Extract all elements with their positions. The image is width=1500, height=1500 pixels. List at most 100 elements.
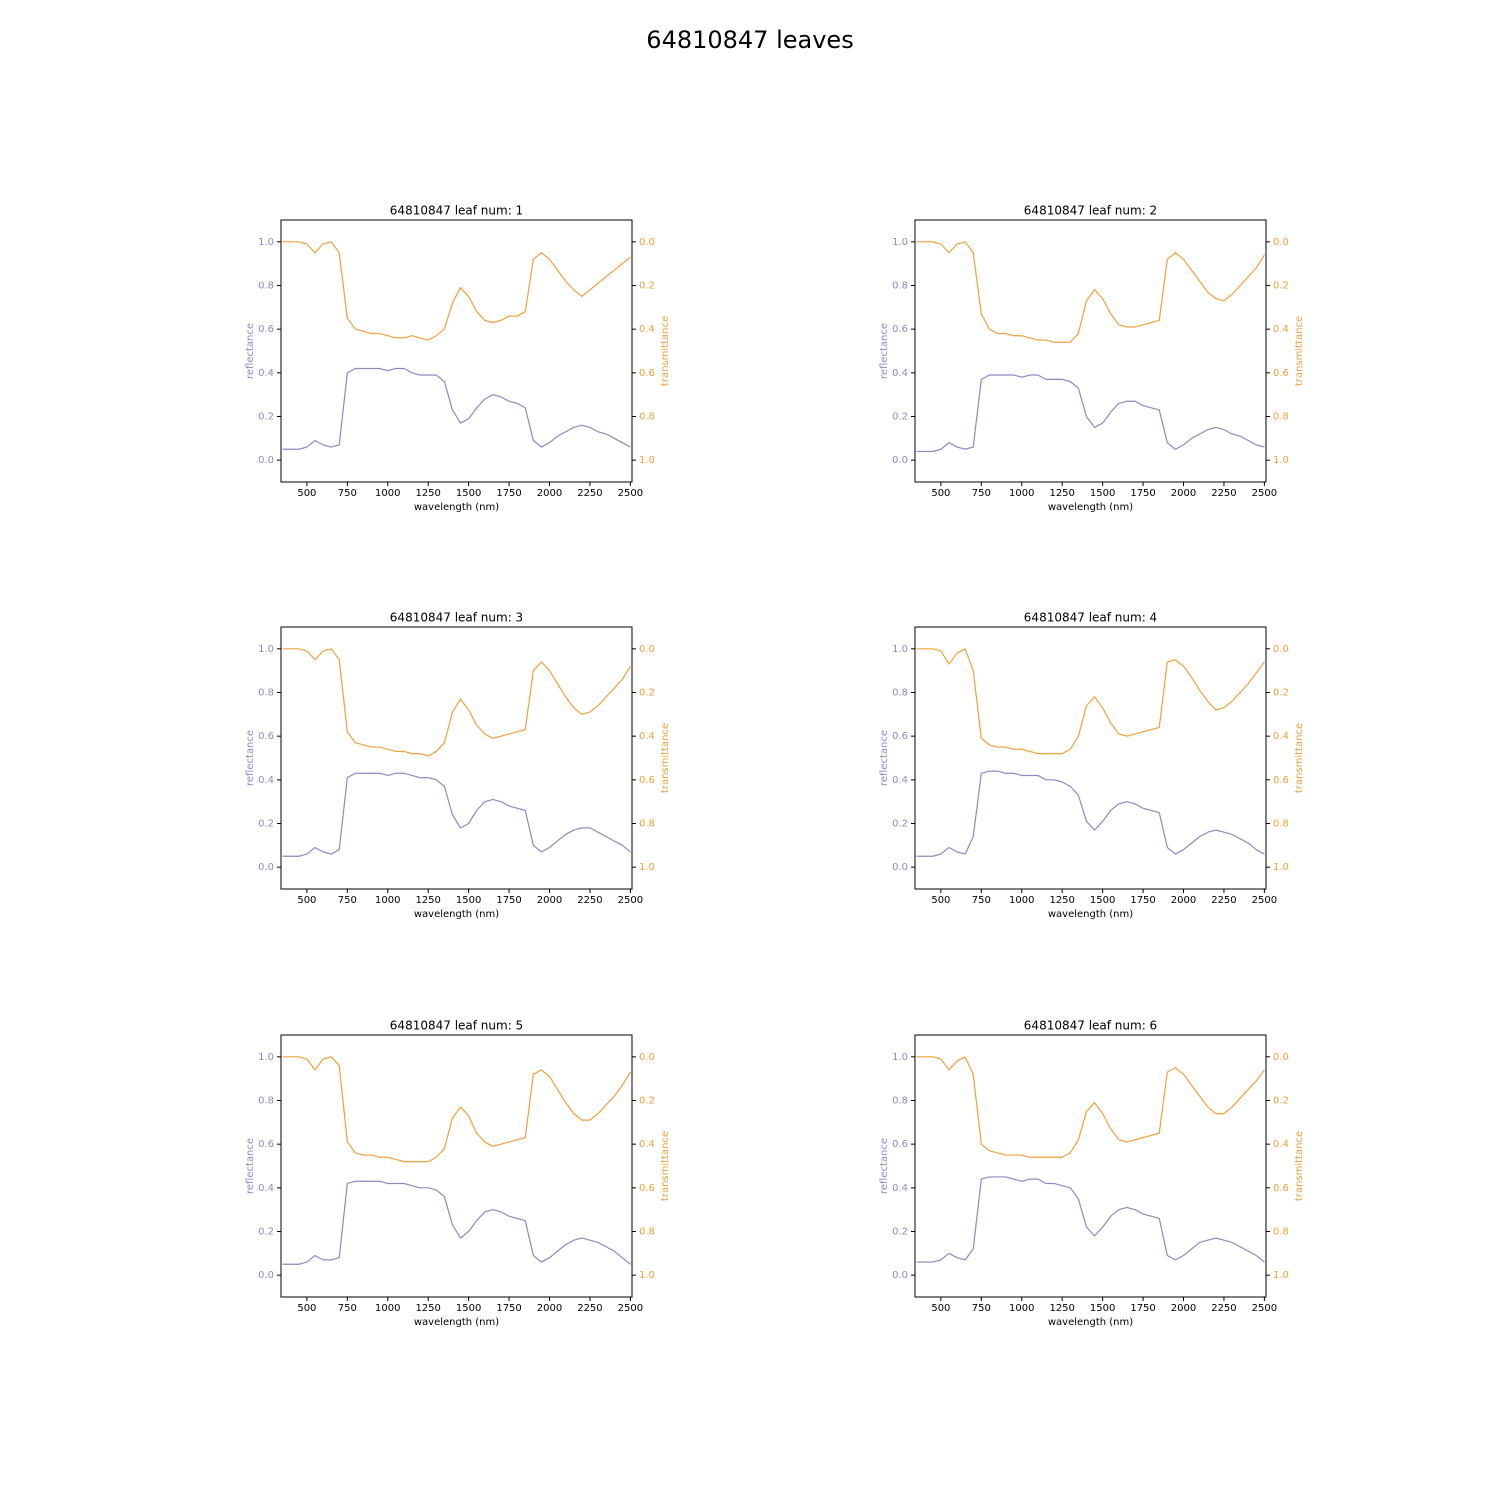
x-tick-label: 2250	[577, 488, 602, 499]
y2-tick-label: 0.6	[639, 775, 655, 786]
y2-axis-label: transmittance	[1294, 316, 1305, 386]
series-line	[916, 1176, 1265, 1263]
x-tick-label: 2000	[1171, 895, 1196, 906]
x-tick-label: 2000	[1171, 488, 1196, 499]
y-tick-label: 0.8	[892, 1096, 908, 1107]
x-tick-label: 1250	[415, 488, 440, 499]
x-tick-label: 1500	[1090, 895, 1115, 906]
series-line	[282, 1180, 631, 1265]
axes-frame	[280, 626, 633, 890]
y-tick-label: 0.4	[258, 1183, 274, 1194]
y-tick-label: 0.8	[258, 688, 274, 699]
x-axis-label: wavelength (nm)	[414, 502, 499, 513]
y-axis-label: reflectance	[879, 730, 890, 786]
x-tick-label: 750	[338, 488, 357, 499]
x-tick-label: 1000	[375, 1303, 400, 1314]
y2-tick-label: 1.0	[1273, 455, 1289, 466]
series-line	[282, 241, 631, 341]
y-axis-label: reflectance	[245, 323, 256, 379]
y-tick-label: 0.4	[892, 775, 908, 786]
x-tick-label: 1750	[1130, 895, 1155, 906]
y2-tick-label: 1.0	[1273, 862, 1289, 873]
x-tick-label: 750	[338, 1303, 357, 1314]
y2-tick-label: 0.6	[1273, 775, 1289, 786]
x-tick-label: 500	[931, 1303, 950, 1314]
x-tick-label: 1500	[456, 1303, 481, 1314]
x-tick-label: 2250	[1211, 488, 1236, 499]
y2-tick-label: 1.0	[639, 862, 655, 873]
y-tick-label: 0.4	[892, 368, 908, 379]
axes-frame	[914, 219, 1267, 483]
series-line	[916, 374, 1265, 453]
y-tick-label: 0.0	[892, 862, 908, 873]
y2-tick-label: 0.0	[639, 644, 655, 655]
y-tick-label: 1.0	[258, 644, 274, 655]
x-tick-label: 1250	[1049, 1303, 1074, 1314]
y-tick-label: 1.0	[892, 237, 908, 248]
x-tick-label: 2500	[618, 1303, 643, 1314]
y-tick-label: 0.8	[258, 281, 274, 292]
axes-frame	[914, 1034, 1267, 1298]
y2-tick-label: 0.6	[639, 1183, 655, 1194]
y2-tick-label: 1.0	[639, 455, 655, 466]
y2-tick-label: 0.8	[639, 819, 655, 830]
y2-tick-label: 0.2	[1273, 281, 1289, 292]
x-axis-label: wavelength (nm)	[414, 909, 499, 920]
x-tick-label: 2500	[1252, 895, 1277, 906]
y-tick-label: 0.0	[892, 1270, 908, 1281]
x-axis-label: wavelength (nm)	[1048, 909, 1133, 920]
x-tick-label: 1000	[375, 895, 400, 906]
y-tick-label: 1.0	[892, 1052, 908, 1063]
series-line	[282, 367, 631, 450]
y-tick-label: 0.0	[258, 1270, 274, 1281]
x-tick-label: 1750	[496, 895, 521, 906]
y2-tick-label: 0.2	[639, 688, 655, 699]
y-tick-label: 0.6	[892, 731, 908, 742]
y2-axis-label: transmittance	[1294, 723, 1305, 793]
y2-tick-label: 0.8	[1273, 412, 1289, 423]
subplot-title: 64810847 leaf num: 6	[1024, 1019, 1157, 1033]
y2-tick-label: 0.8	[1273, 819, 1289, 830]
x-tick-label: 2000	[1171, 1303, 1196, 1314]
y-tick-label: 0.2	[258, 1227, 274, 1238]
axes-frame	[914, 626, 1267, 890]
y2-tick-label: 0.2	[639, 1096, 655, 1107]
y2-tick-label: 0.6	[639, 368, 655, 379]
x-tick-label: 1000	[1009, 488, 1034, 499]
y-tick-label: 0.8	[258, 1096, 274, 1107]
x-tick-label: 1000	[1009, 895, 1034, 906]
x-axis-label: wavelength (nm)	[414, 1317, 499, 1328]
subplot-title: 64810847 leaf num: 5	[390, 1019, 523, 1033]
y-axis-label: reflectance	[245, 730, 256, 786]
series-line	[282, 648, 631, 757]
x-tick-label: 750	[972, 1303, 991, 1314]
y2-tick-label: 0.8	[639, 412, 655, 423]
y2-tick-label: 0.0	[639, 1052, 655, 1063]
y2-tick-label: 0.0	[1273, 237, 1289, 248]
y2-tick-label: 0.6	[1273, 368, 1289, 379]
y2-tick-label: 0.4	[639, 1139, 655, 1150]
y-tick-label: 0.6	[258, 324, 274, 335]
y2-axis-label: transmittance	[660, 723, 671, 793]
y-tick-label: 1.0	[258, 237, 274, 248]
y-tick-label: 0.2	[258, 819, 274, 830]
y2-tick-label: 0.0	[1273, 644, 1289, 655]
x-tick-label: 2500	[618, 895, 643, 906]
y-tick-label: 1.0	[892, 644, 908, 655]
x-tick-label: 2000	[537, 488, 562, 499]
x-tick-label: 1750	[1130, 488, 1155, 499]
x-tick-label: 500	[931, 488, 950, 499]
x-tick-label: 500	[297, 895, 316, 906]
series-line	[916, 648, 1265, 755]
y2-tick-label: 1.0	[1273, 1270, 1289, 1281]
x-tick-label: 2250	[577, 895, 602, 906]
y2-tick-label: 0.4	[639, 731, 655, 742]
x-tick-label: 1500	[456, 488, 481, 499]
y2-tick-label: 0.4	[1273, 731, 1289, 742]
x-tick-label: 1250	[415, 895, 440, 906]
y-tick-label: 0.2	[892, 1227, 908, 1238]
figure-title: 64810847 leaves	[646, 26, 853, 54]
y-tick-label: 0.8	[892, 688, 908, 699]
x-tick-label: 2250	[1211, 895, 1236, 906]
y-tick-label: 0.4	[258, 775, 274, 786]
